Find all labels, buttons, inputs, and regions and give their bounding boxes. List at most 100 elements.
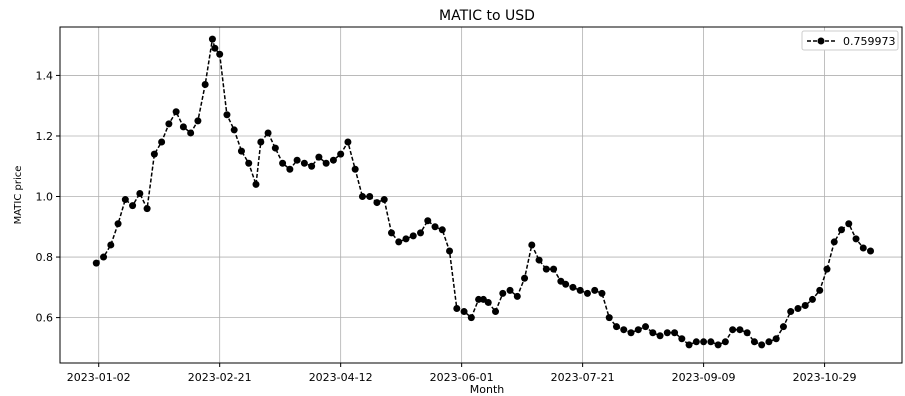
data-point: [424, 217, 432, 225]
data-point: [642, 323, 650, 331]
data-point: [257, 138, 265, 146]
data-point: [852, 235, 860, 243]
data-point: [143, 205, 151, 213]
data-point: [165, 120, 173, 128]
data-point: [417, 229, 425, 237]
data-point: [409, 232, 417, 240]
data-point: [700, 338, 708, 346]
x-tick-label: 2023-06-01: [430, 371, 494, 384]
x-tick-label: 2023-09-09: [672, 371, 736, 384]
data-point: [492, 308, 500, 316]
data-point: [271, 144, 279, 152]
x-tick-label: 2023-02-21: [188, 371, 252, 384]
data-point: [612, 323, 620, 331]
x-axis-label: Month: [470, 383, 505, 396]
data-point: [859, 244, 867, 252]
data-point: [787, 308, 795, 316]
series-layer: [92, 35, 875, 349]
data-point: [351, 165, 359, 173]
data-point: [114, 220, 122, 228]
data-point: [627, 329, 635, 337]
legend-marker: [817, 37, 825, 45]
data-point: [685, 341, 693, 349]
data-point: [172, 108, 180, 116]
data-point: [521, 274, 529, 282]
data-point: [772, 335, 780, 343]
y-tick-label: 0.6: [36, 312, 54, 325]
data-point: [322, 159, 330, 167]
data-point: [300, 159, 308, 167]
data-point: [121, 196, 129, 204]
data-point: [344, 138, 352, 146]
data-point: [179, 123, 187, 131]
y-tick-label: 1.2: [36, 130, 54, 143]
data-point: [779, 323, 787, 331]
x-tick-label: 2023-10-29: [793, 371, 857, 384]
data-point: [92, 259, 100, 267]
data-point: [279, 159, 287, 167]
data-point: [569, 283, 577, 291]
data-point: [707, 338, 715, 346]
data-point: [187, 129, 195, 137]
data-point: [620, 326, 628, 334]
data-point: [583, 289, 591, 297]
data-point: [743, 329, 751, 337]
data-point: [293, 156, 301, 164]
data-point: [591, 286, 599, 294]
data-point: [387, 229, 395, 237]
y-tick-label: 0.8: [36, 251, 54, 264]
data-point: [453, 305, 461, 313]
data-point: [216, 50, 224, 58]
data-point: [499, 289, 507, 297]
data-point: [562, 280, 570, 288]
data-point: [446, 247, 454, 255]
data-point: [358, 193, 366, 201]
data-point: [513, 292, 521, 300]
data-point: [678, 335, 686, 343]
data-point: [208, 35, 216, 43]
data-point: [337, 150, 345, 158]
data-point: [150, 150, 158, 158]
data-point: [380, 196, 388, 204]
data-point: [467, 314, 475, 322]
data-point: [484, 298, 492, 306]
data-point: [136, 189, 144, 197]
data-point: [264, 129, 272, 137]
legend-label: 0.759973: [843, 35, 896, 48]
data-point: [758, 341, 766, 349]
data-point: [867, 247, 875, 255]
data-point: [245, 159, 253, 167]
data-point: [230, 126, 238, 134]
data-point: [329, 156, 337, 164]
data-point: [794, 305, 802, 313]
y-tick-label: 1.4: [36, 69, 54, 82]
data-point: [129, 202, 137, 210]
data-point: [663, 329, 671, 337]
y-axis-label: MATIC price: [13, 166, 24, 225]
data-point: [107, 241, 115, 249]
legend: 0.759973: [801, 30, 899, 51]
data-point: [475, 295, 483, 303]
data-point: [598, 289, 606, 297]
data-point: [237, 147, 245, 155]
data-point: [158, 138, 166, 146]
data-point: [830, 238, 838, 246]
data-point: [286, 165, 294, 173]
data-point: [366, 193, 374, 201]
data-point: [201, 81, 209, 89]
data-point: [838, 226, 846, 234]
data-point: [765, 338, 773, 346]
data-point: [845, 220, 853, 228]
data-point: [801, 301, 809, 309]
data-point: [823, 265, 831, 273]
x-axis: 2023-01-02 2023-02-21 2023-04-12 2023-06-01…: [67, 363, 857, 384]
data-point: [100, 253, 108, 261]
data-point: [542, 265, 550, 273]
data-point: [605, 314, 613, 322]
data-point: [308, 162, 316, 170]
data-point: [649, 329, 657, 337]
x-tick-label: 2023-04-12: [309, 371, 373, 384]
x-tick-label: 2023-01-02: [67, 371, 131, 384]
data-point: [438, 226, 446, 234]
